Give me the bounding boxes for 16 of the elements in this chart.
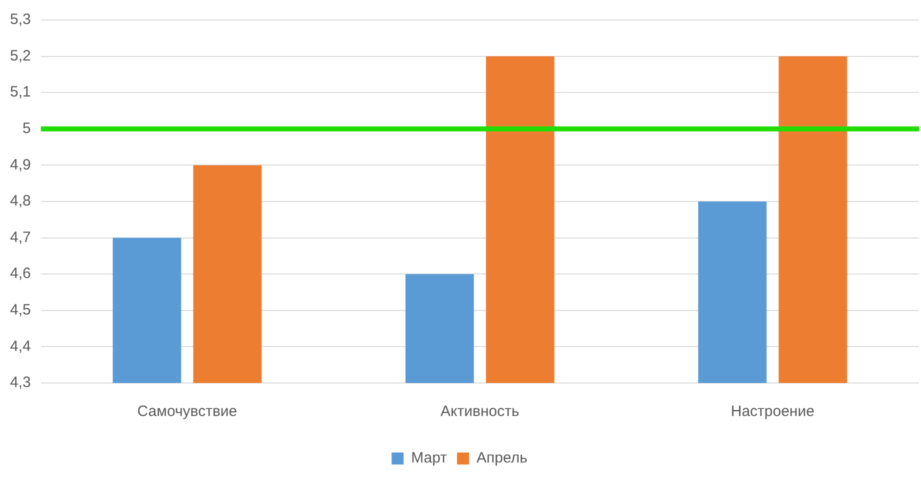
- y-tick-label: 4,9: [10, 156, 31, 174]
- y-tick-label: 5: [22, 120, 31, 138]
- y-tick-label: 4,3: [10, 374, 31, 392]
- x-tick-label: Настроение: [730, 403, 814, 420]
- x-tick-label: Активность: [440, 403, 520, 420]
- y-tick-label: 4,6: [10, 265, 31, 282]
- legend-label: Март: [411, 450, 448, 467]
- y-tick-label: 4,7: [10, 228, 31, 246]
- x-tick-label: Самочувствие: [137, 403, 238, 420]
- y-tick-label: 4,5: [10, 302, 31, 319]
- y-tick-label: 5,3: [10, 11, 31, 28]
- legend-label: Апрель: [476, 450, 528, 467]
- y-tick-label: 4,4: [10, 338, 31, 355]
- y-tick-label: 4,8: [10, 192, 31, 210]
- y-tick-label: 5,1: [10, 84, 31, 101]
- y-tick-label: 5,2: [10, 47, 31, 64]
